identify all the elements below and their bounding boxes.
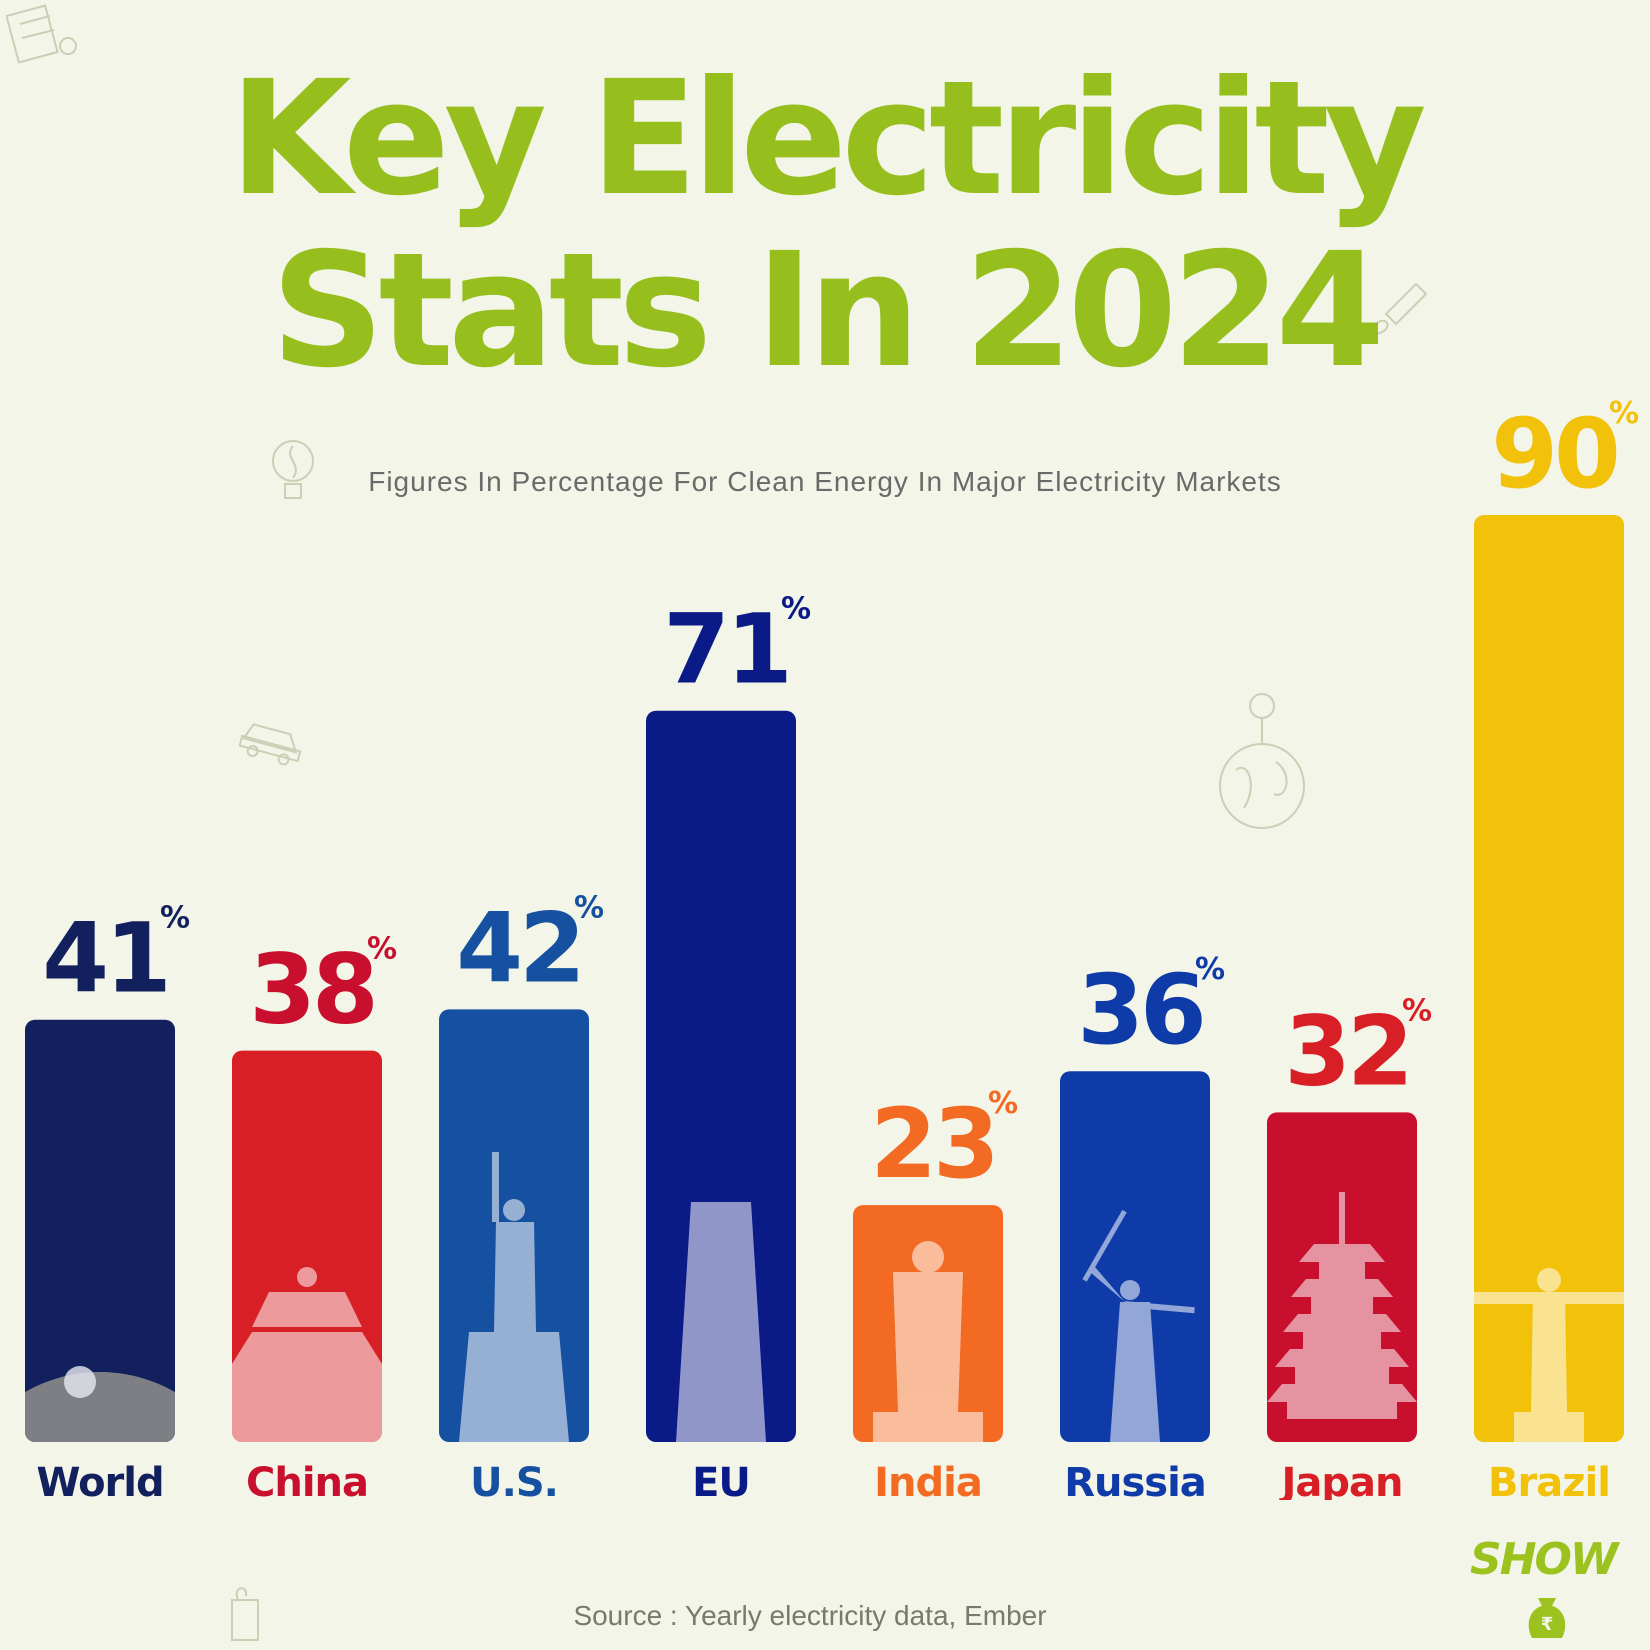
solar-panel-icon bbox=[6, 4, 77, 64]
light-bulb-icon bbox=[272, 440, 314, 499]
bar bbox=[646, 710, 796, 1442]
pagoda-icon bbox=[1267, 1192, 1417, 1419]
category-label: Brazil bbox=[1488, 1460, 1610, 1500]
brand-logo: SHOW bbox=[1470, 1534, 1618, 1585]
money-bag-icon: ₹ bbox=[1528, 1598, 1566, 1638]
category-label: Russia bbox=[1064, 1460, 1206, 1500]
temple-icon bbox=[232, 1267, 382, 1442]
bar-group: 38% China bbox=[232, 932, 397, 1500]
source-note: Source : Yearly electricity data, Ember bbox=[573, 1600, 1047, 1631]
data-label: 42 bbox=[456, 892, 582, 1004]
car-icon bbox=[238, 723, 302, 766]
category-label: India bbox=[874, 1460, 982, 1500]
category-label: U.S. bbox=[470, 1460, 558, 1500]
bar-group: 71% EU bbox=[646, 592, 811, 1500]
data-label: 71 bbox=[663, 594, 789, 706]
battery-plant-icon bbox=[231, 1587, 259, 1641]
data-label: 32 bbox=[1284, 995, 1410, 1107]
statue-of-unity-icon bbox=[873, 1241, 983, 1442]
christ-the-redeemer-icon bbox=[1474, 1268, 1624, 1442]
data-label-unit: % bbox=[1402, 993, 1432, 1028]
page-title-line-1: Key Electricity bbox=[229, 47, 1427, 231]
data-label-unit: % bbox=[160, 901, 190, 936]
motherland-statue-icon bbox=[1082, 1209, 1195, 1442]
data-label: 36 bbox=[1077, 954, 1203, 1066]
globe-icon bbox=[25, 1366, 175, 1442]
bulb-plant-icon bbox=[1375, 282, 1428, 335]
data-label-unit: % bbox=[1195, 952, 1225, 987]
data-label-unit: % bbox=[781, 592, 811, 627]
category-label: China bbox=[246, 1460, 368, 1500]
bar bbox=[1474, 515, 1624, 1442]
bar bbox=[1060, 1071, 1210, 1442]
data-label-unit: % bbox=[988, 1086, 1018, 1121]
data-label: 41 bbox=[42, 903, 168, 1015]
bar-group: 32% Japan bbox=[1267, 993, 1432, 1500]
bar-group: 42% U.S. bbox=[439, 890, 604, 1500]
bar-group: 36% Russia bbox=[1060, 952, 1225, 1500]
data-label: 23 bbox=[870, 1088, 996, 1200]
data-label-unit: % bbox=[1609, 396, 1639, 431]
earth-tree-icon bbox=[1219, 693, 1305, 829]
page-title-line-2: Stats In 2024 bbox=[270, 219, 1386, 403]
bar bbox=[25, 1019, 175, 1442]
leaning-tower-icon bbox=[676, 1202, 766, 1442]
data-label: 38 bbox=[249, 934, 375, 1046]
bar-group: 23% India bbox=[853, 1086, 1018, 1500]
data-label: 90 bbox=[1491, 398, 1617, 510]
chart-subtitle: Figures In Percentage For Clean Energy I… bbox=[368, 466, 1282, 497]
bar-group: 90% Brazil bbox=[1474, 396, 1639, 1500]
svg-text:₹: ₹ bbox=[1541, 1614, 1554, 1635]
data-label-unit: % bbox=[367, 932, 397, 967]
data-label-unit: % bbox=[574, 890, 604, 925]
category-label: Japan bbox=[1279, 1460, 1403, 1500]
statue-of-liberty-icon bbox=[459, 1152, 569, 1442]
bar-group: 41% World bbox=[25, 901, 190, 1500]
category-label: World bbox=[36, 1460, 163, 1500]
bar-chart: 41% World 38% China 42% U.S. 71% EU 23% India 36% R… bbox=[25, 396, 1639, 1500]
category-label: EU bbox=[692, 1460, 750, 1500]
